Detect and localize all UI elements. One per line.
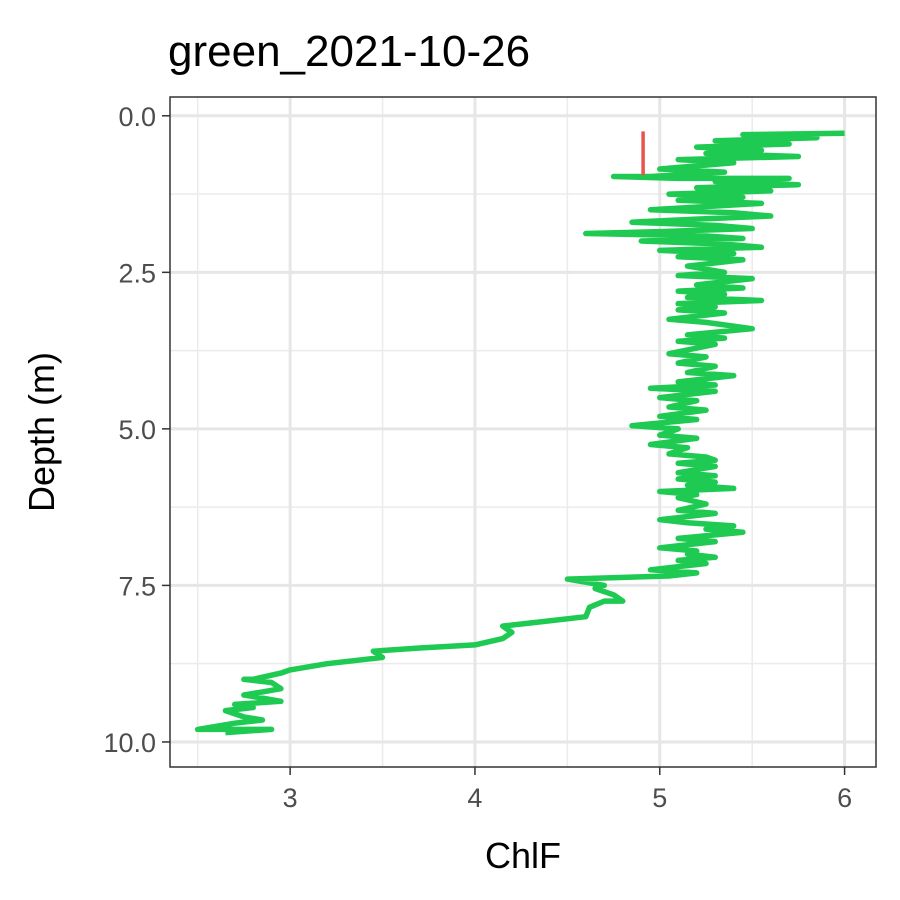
panel-border xyxy=(169,96,877,768)
x-tick-label: 3 xyxy=(283,783,298,813)
x-tick-label: 4 xyxy=(467,783,482,813)
series-line-0 xyxy=(194,130,845,736)
y-axis-title: Depth (m) xyxy=(21,352,62,512)
grid-minor xyxy=(170,97,876,767)
series-layer xyxy=(194,130,845,736)
y-tick-label: 5.0 xyxy=(118,415,156,445)
y-tick-label: 0.0 xyxy=(118,102,156,132)
x-axis: 3 4 5 6 xyxy=(283,767,852,813)
grid-major xyxy=(170,97,876,767)
x-tick-label: 6 xyxy=(837,783,852,813)
y-tick-label: 10.0 xyxy=(103,728,156,758)
y-tick-label: 2.5 xyxy=(118,258,156,288)
x-tick-label: 5 xyxy=(652,783,667,813)
y-tick-label: 7.5 xyxy=(118,571,156,601)
y-axis: 0.0 2.5 5.0 7.5 10.0 xyxy=(103,102,170,758)
chart-title: green_2021-10-26 xyxy=(168,27,530,76)
x-axis-title: ChlF xyxy=(485,835,561,876)
